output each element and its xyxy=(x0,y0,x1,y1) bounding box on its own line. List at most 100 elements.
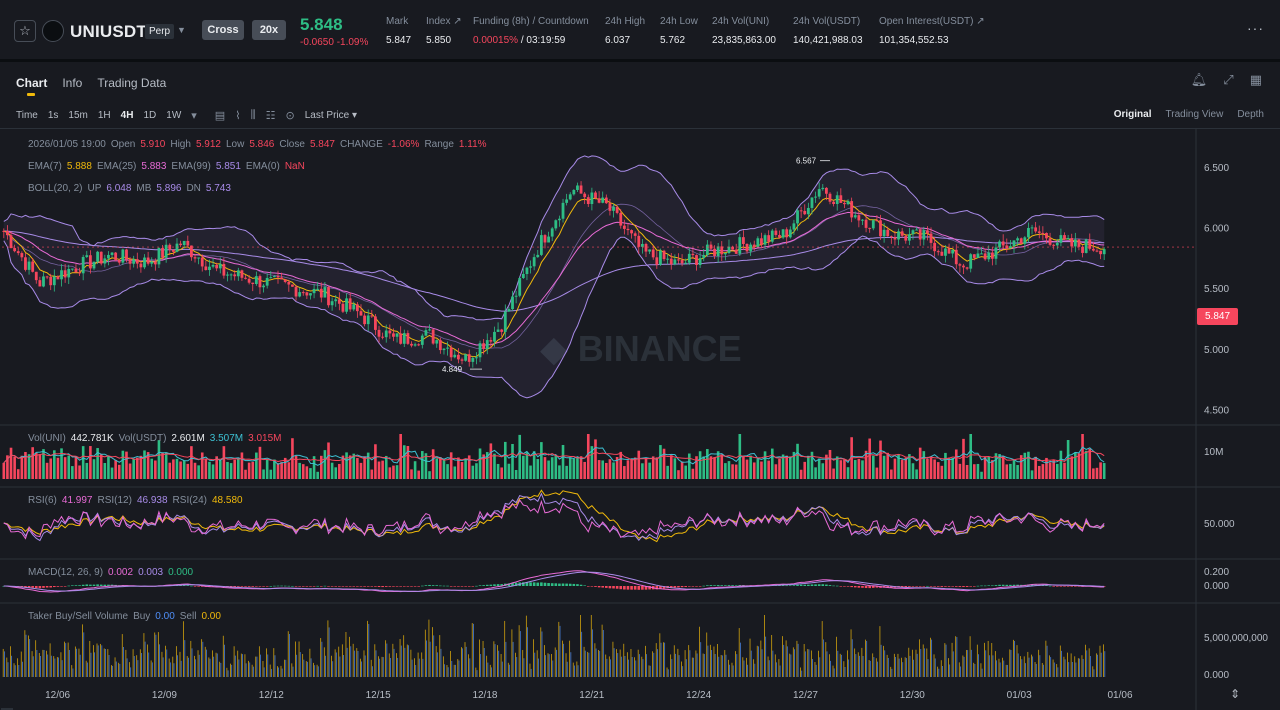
interval-1w[interactable]: 1W xyxy=(166,110,182,121)
volume-bar xyxy=(428,471,431,479)
chevron-right-icon[interactable]: › xyxy=(1,708,13,710)
candle-body xyxy=(994,247,998,259)
volume-bar xyxy=(356,458,359,479)
candle-body xyxy=(471,357,475,362)
macd-histogram-bar xyxy=(489,584,493,586)
macd-histogram-bar xyxy=(612,586,615,589)
tab-trading-data[interactable]: Trading Data xyxy=(97,76,167,90)
candle-type-icon[interactable]: ⫼ xyxy=(250,109,256,121)
tab-chart[interactable]: Chart xyxy=(16,76,48,90)
volume-bar xyxy=(695,456,698,479)
macd-histogram-bar xyxy=(446,585,449,587)
settings-icon[interactable]: ☷ xyxy=(265,110,276,122)
view-original[interactable]: Original xyxy=(1113,109,1152,120)
volume-bar xyxy=(175,458,179,479)
volume-bar xyxy=(911,463,915,479)
open-interest-stat[interactable]: Open Interest(USDT) ↗ 101,354,552.53 xyxy=(879,16,985,46)
view-trading-view[interactable]: Trading View xyxy=(1165,109,1224,120)
candle-body xyxy=(1084,239,1088,253)
volume-bar xyxy=(338,463,341,479)
margin-mode-button[interactable]: Cross xyxy=(202,20,244,40)
volume-bar xyxy=(316,471,319,479)
candle-body xyxy=(399,333,403,344)
panel-actions: 🔔︎ ⤢ ▦ xyxy=(1191,72,1262,88)
candle-body xyxy=(778,234,781,238)
volume-tick-label: 10M xyxy=(1204,447,1223,458)
index-price-stat[interactable]: Index ↗ 5.850 xyxy=(426,16,462,46)
tab-info[interactable]: Info xyxy=(62,76,83,90)
favorite-button[interactable]: ☆ xyxy=(14,20,36,42)
volume-bar xyxy=(720,454,724,479)
macd-histogram-bar xyxy=(994,585,998,586)
volume-bar xyxy=(626,460,630,479)
candle-body xyxy=(612,206,615,211)
candle-body xyxy=(785,229,789,238)
chevron-down-icon[interactable]: ▼ xyxy=(177,25,186,35)
macd-histogram-bar xyxy=(644,586,648,590)
indicator-icon[interactable]: ⌇ xyxy=(235,110,241,122)
volume-bar xyxy=(395,465,399,479)
candle-body xyxy=(121,249,125,263)
volume-bar xyxy=(687,453,691,479)
chart-area[interactable]: ◆ BINANCE 6.567 4.849 6.500 6.000 5.500 5.00… xyxy=(0,128,1280,710)
macd-histogram-bar xyxy=(973,586,976,587)
candle-body xyxy=(1088,239,1092,249)
layout-icon[interactable]: ▦ xyxy=(1249,72,1262,87)
candle-body xyxy=(814,196,817,198)
interval-1d[interactable]: 1D xyxy=(143,110,157,121)
macd-histogram-bar xyxy=(478,585,482,586)
candle-body xyxy=(395,333,399,337)
volume-bar xyxy=(933,459,936,479)
macd-histogram-bar xyxy=(601,586,605,588)
macd-histogram-bar xyxy=(796,584,799,586)
more-options-icon[interactable]: ··· xyxy=(1247,20,1264,36)
volume-bar xyxy=(125,451,128,479)
chevron-down-icon[interactable]: ▾ xyxy=(191,110,197,122)
macd-histogram-bar xyxy=(637,586,641,590)
macd-histogram-bar xyxy=(825,584,828,586)
volume-bar xyxy=(763,451,767,479)
leverage-button[interactable]: 20x xyxy=(252,20,286,40)
macd-histogram-bar xyxy=(301,586,305,587)
time-tick-label: 12/06 xyxy=(45,690,70,701)
interval-time[interactable]: Time xyxy=(16,110,38,121)
volume-bar xyxy=(464,458,467,479)
macd-histogram-bar xyxy=(871,586,875,588)
volume-bar xyxy=(74,456,78,479)
candle-body xyxy=(186,240,190,246)
volume-pane xyxy=(2,434,1106,479)
target-icon[interactable]: ⊙ xyxy=(285,110,295,122)
volume-bar xyxy=(63,457,67,479)
volume-bar xyxy=(951,457,954,479)
candle-body xyxy=(713,248,716,257)
macd-histogram-bar xyxy=(778,585,781,586)
volume-bar xyxy=(388,467,392,479)
volume-bar xyxy=(897,454,900,479)
candle-body xyxy=(954,249,958,265)
candle-body xyxy=(853,215,857,218)
bell-icon[interactable]: 🔔︎ xyxy=(1190,72,1208,87)
macd-histogram-bar xyxy=(731,585,734,586)
candle-body xyxy=(770,230,774,242)
view-depth[interactable]: Depth xyxy=(1237,109,1264,120)
volume-bar xyxy=(904,457,908,479)
macd-histogram-bar xyxy=(669,586,673,589)
interval-4h[interactable]: 4H xyxy=(120,110,134,121)
price-type-select[interactable]: Last Price ▾ xyxy=(304,110,357,121)
candle-body xyxy=(208,266,211,271)
macd-histogram-bar xyxy=(42,586,45,588)
macd-histogram-bar xyxy=(38,586,42,589)
interval-15m[interactable]: 15m xyxy=(68,110,88,121)
volume-bar xyxy=(1030,470,1034,479)
volume-bar xyxy=(774,464,778,479)
interval-1s[interactable]: 1s xyxy=(47,110,59,121)
macd-histogram-bar xyxy=(706,585,709,586)
volume-bar xyxy=(283,457,287,479)
macd-histogram-bar xyxy=(60,586,63,587)
calendar-icon[interactable]: ▤ xyxy=(214,110,226,122)
symbol-name[interactable]: UNIUSDT xyxy=(70,22,147,41)
interval-1h[interactable]: 1H xyxy=(97,110,111,121)
volume-bar xyxy=(215,456,218,479)
expand-icon[interactable]: ⤢ xyxy=(1223,72,1234,87)
